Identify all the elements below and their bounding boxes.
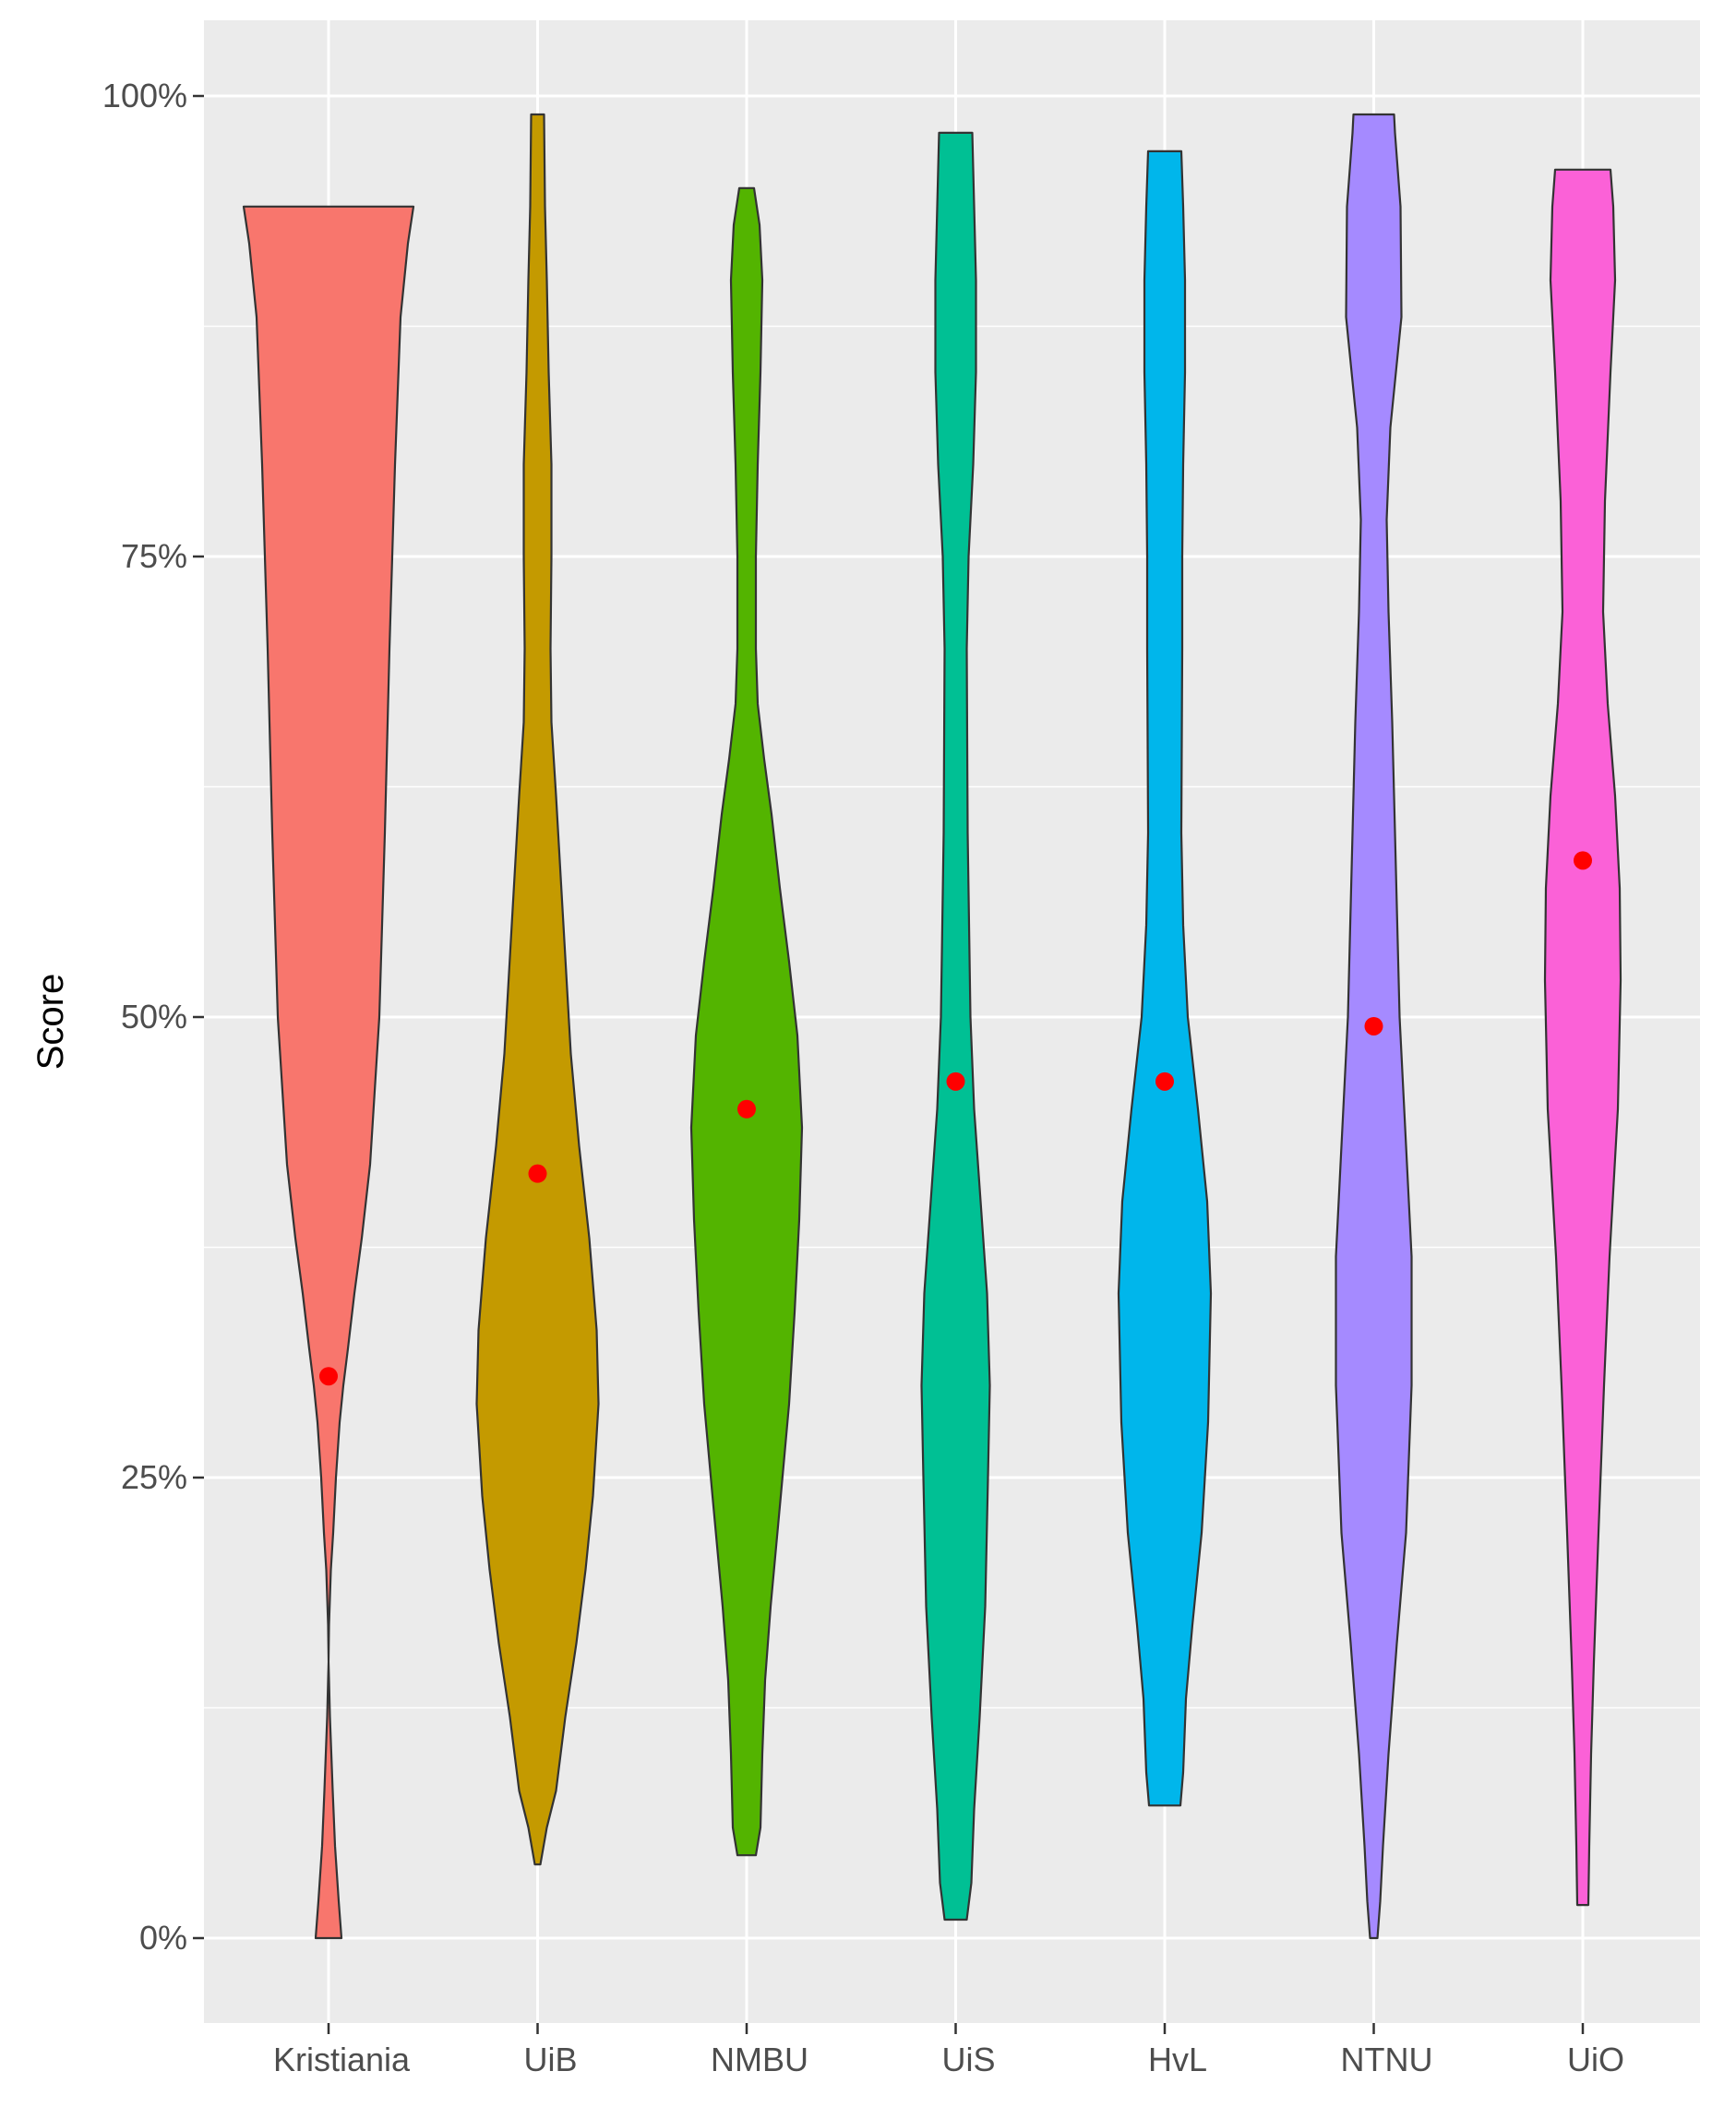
mean-point-nmbu [737,1099,756,1119]
mean-point-uis [946,1071,965,1091]
mean-point-uib [528,1164,547,1183]
violin-uib [475,113,600,1866]
x-tick-label: UiB [523,2041,577,2078]
y-tick-label: 100% [102,77,187,114]
violins [242,113,1622,1940]
y-tick-label: 0% [139,1919,187,1957]
violin-nmbu [689,186,804,1857]
y-axis-title: Score [30,974,71,1071]
x-tick-label: HvL [1148,2041,1207,2078]
x-tick-label: Kristiania [273,2041,411,2078]
x-tick-label: NMBU [711,2041,808,2078]
violin-hvl [1117,150,1213,1807]
x-tick-label: UiO [1567,2041,1624,2078]
violin-uio [1543,168,1622,1907]
mean-point-kristiania [319,1367,338,1386]
x-tick-label: UiS [941,2041,995,2078]
violin-kristiania [242,205,415,1940]
x-axis: Kristiania UiB NMBU UiS HvL NTNU UiO [273,2023,1624,2078]
y-tick-label: 75% [121,537,187,575]
x-tick-label: NTNU [1341,2041,1433,2078]
mean-point-ntnu [1364,1016,1383,1036]
mean-markers [319,851,1592,1386]
y-tick-label: 50% [121,998,187,1036]
y-tick-label: 25% [121,1458,187,1496]
mean-point-uio [1574,851,1592,870]
violin-uis [920,131,991,1921]
y-axis: 0% 25% 50% 75% 100% [102,77,204,1957]
mean-point-hvl [1155,1071,1174,1091]
